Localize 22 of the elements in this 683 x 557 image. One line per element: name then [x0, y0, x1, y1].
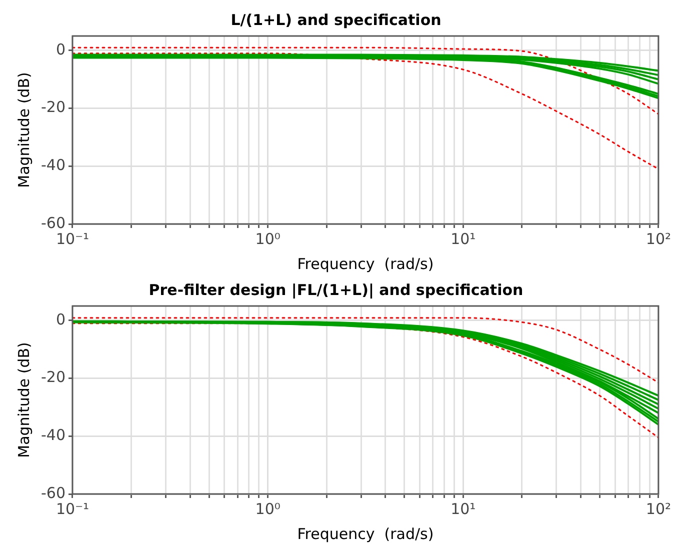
x-tick-label: 10² [646, 500, 672, 518]
x-tick-label: 10¹ [450, 500, 476, 518]
x-tick-label: 10⁰ [255, 500, 280, 518]
y-tick-label: -20 [41, 368, 66, 386]
y-tick-label: -40 [41, 156, 66, 174]
y-axis-title: Magnitude (dB) [14, 72, 33, 188]
y-tick-label: -40 [41, 426, 66, 444]
x-axis-title: Frequency (rad/s) [297, 524, 434, 543]
x-tick-label: 10² [646, 230, 672, 248]
x-axis-title: Frequency (rad/s) [297, 254, 434, 273]
x-tick-label: 10⁰ [255, 230, 280, 248]
y-tick-label: -60 [41, 214, 66, 232]
y-tick-label: -20 [41, 98, 66, 116]
x-tick-label: 10¹ [450, 230, 476, 248]
y-tick-label: 0 [56, 310, 66, 328]
y-axis-title: Magnitude (dB) [14, 342, 33, 458]
chart-title: Pre-filter design |FL/(1+L)| and specification [148, 280, 524, 299]
x-tick-label: 10⁻¹ [56, 230, 90, 248]
x-tick-label: 10⁻¹ [56, 500, 90, 518]
chart-title: L/(1+L) and specification [230, 10, 442, 29]
y-tick-label: -60 [41, 484, 66, 502]
y-tick-label: 0 [56, 40, 66, 58]
